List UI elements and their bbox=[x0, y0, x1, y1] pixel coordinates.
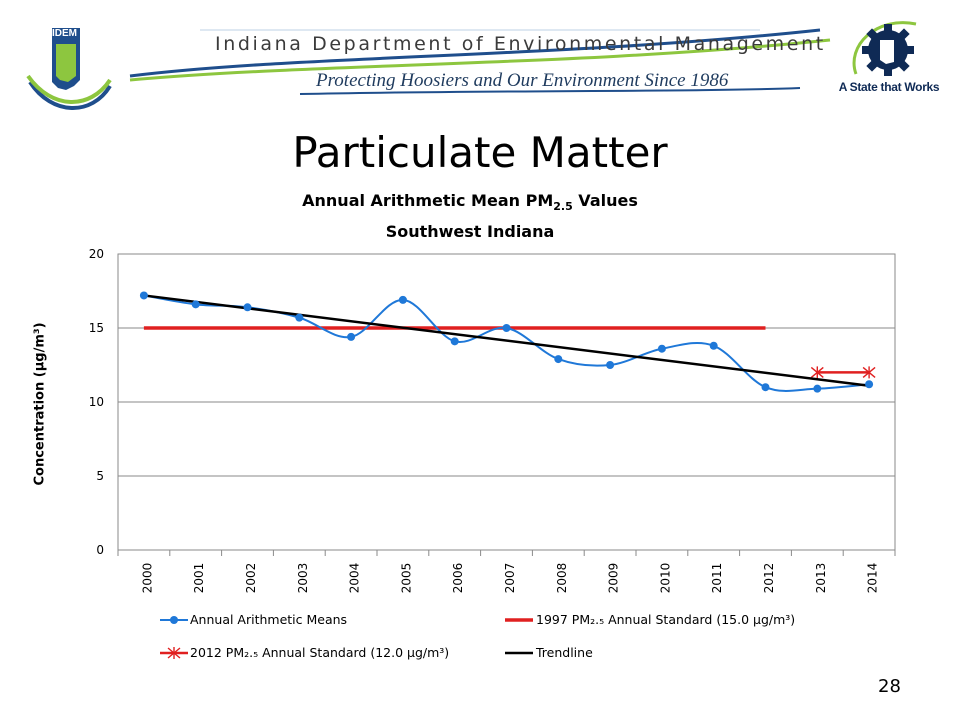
chart-title-suffix: Values bbox=[572, 191, 638, 210]
series-2012-standard-marker bbox=[862, 366, 876, 379]
idem-logo-text: IDEM bbox=[52, 28, 77, 39]
x-tick-label: 2000 bbox=[140, 563, 154, 594]
legend-label-means: Annual Arithmetic Means bbox=[190, 612, 348, 627]
x-tick-label: 2003 bbox=[296, 563, 310, 594]
series-means-point bbox=[398, 295, 407, 304]
series-means-point bbox=[502, 324, 511, 332]
legend-label-2012-standard: 2012 PM₂.₅ Annual Standard (12.0 µg/m³) bbox=[190, 645, 450, 660]
legend-label-1997-standard: 1997 PM₂.₅ Annual Standard (15.0 µg/m³) bbox=[536, 612, 796, 627]
series-means-point bbox=[709, 341, 718, 350]
series-means-point bbox=[191, 300, 200, 309]
y-tick-label: 0 bbox=[96, 543, 104, 557]
series-means-point bbox=[295, 313, 304, 322]
x-tick-label: 2004 bbox=[348, 563, 362, 594]
x-tick-label: 2011 bbox=[710, 563, 724, 594]
series-means-point bbox=[554, 355, 563, 364]
gear-icon bbox=[852, 21, 917, 76]
y-tick-label: 10 bbox=[89, 395, 104, 409]
series-means-point bbox=[347, 332, 356, 341]
x-tick-label: 2009 bbox=[607, 563, 621, 594]
x-tick-label: 2002 bbox=[244, 563, 258, 594]
header-banner: IDEM A State that Works Indiana Departme… bbox=[0, 0, 960, 115]
department-name: Indiana Department of Environmental Mana… bbox=[215, 33, 826, 55]
x-tick-label: 2005 bbox=[399, 563, 413, 594]
banner-swoosh bbox=[129, 28, 831, 95]
chart-title-subscript: 2.5 bbox=[553, 200, 573, 214]
x-tick-label: 2006 bbox=[451, 563, 465, 594]
legend-swatch-means-marker bbox=[170, 616, 178, 624]
series-means-point bbox=[450, 337, 459, 346]
series-means-point bbox=[813, 384, 822, 393]
x-tick-label: 2014 bbox=[866, 563, 880, 594]
state-that-works-text: A State that Works bbox=[838, 80, 940, 94]
y-tick-label: 5 bbox=[96, 469, 104, 483]
x-tick-label: 2001 bbox=[192, 563, 206, 594]
series-means-point bbox=[761, 383, 770, 392]
x-tick-label: 2012 bbox=[762, 563, 776, 594]
series-means-point bbox=[139, 291, 148, 300]
x-tick-label: 2007 bbox=[503, 563, 517, 594]
x-tick-label: 2013 bbox=[814, 563, 828, 594]
series-trendline bbox=[143, 294, 870, 387]
x-tick-label: 2008 bbox=[555, 563, 569, 594]
series-means-point bbox=[243, 303, 252, 312]
banner-tagline: Protecting Hoosiers and Our Environment … bbox=[316, 70, 729, 91]
indiana-state-outline-icon bbox=[26, 28, 112, 110]
chart-subtitle: Southwest Indiana bbox=[385, 222, 555, 242]
series-2012-standard-marker bbox=[810, 366, 824, 379]
y-tick-label: 15 bbox=[89, 321, 104, 335]
x-tick-label: 2010 bbox=[658, 563, 672, 594]
page-number: 28 bbox=[878, 676, 901, 697]
series-means-point bbox=[657, 344, 666, 353]
series-means-point bbox=[606, 361, 615, 369]
series-means-point bbox=[865, 380, 874, 389]
chart-title-main: Annual Arithmetic Mean PM bbox=[302, 191, 554, 210]
slide-title: Particulate Matter bbox=[292, 128, 668, 177]
y-tick-label: 20 bbox=[89, 247, 104, 261]
legend-swatch-2012-standard-marker bbox=[167, 647, 181, 659]
chart-title: Annual Arithmetic Mean PM2.5 Values Sout… bbox=[260, 188, 680, 244]
legend-label-trendline: Trendline bbox=[536, 645, 593, 660]
